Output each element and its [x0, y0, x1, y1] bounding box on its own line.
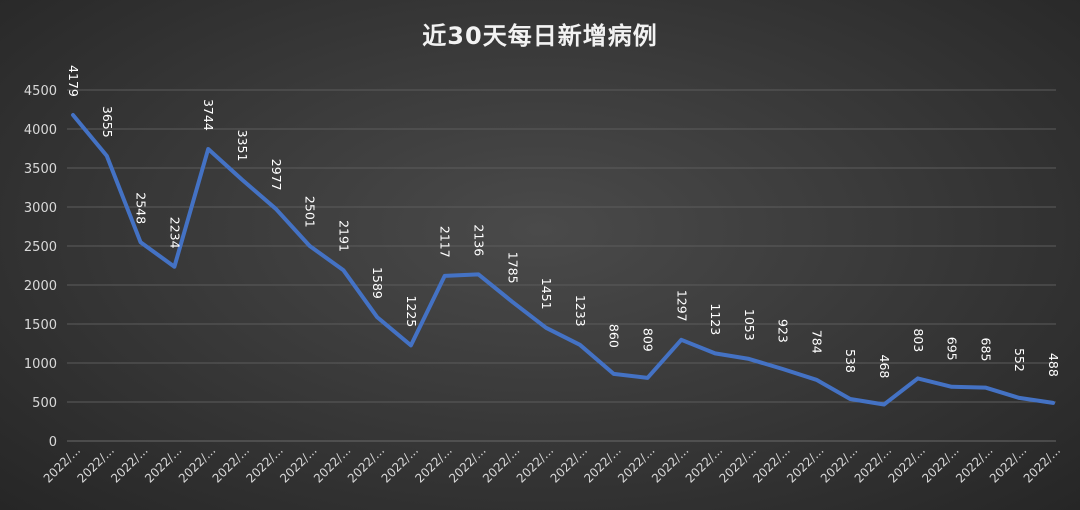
data-label: 1123 — [708, 303, 723, 335]
data-label: 685 — [978, 338, 993, 362]
data-label: 1589 — [370, 267, 385, 299]
data-label: 3351 — [235, 130, 250, 162]
data-label: 2191 — [336, 220, 351, 252]
data-label: 2136 — [472, 224, 487, 256]
y-tick-label: 500 — [32, 396, 57, 411]
data-label: 695 — [945, 337, 960, 361]
y-tick-label: 2000 — [24, 279, 57, 294]
y-tick-label: 4000 — [24, 123, 57, 138]
data-label: 1297 — [674, 290, 689, 322]
x-tick-label: 2022/... — [1021, 443, 1063, 485]
data-label: 809 — [640, 328, 655, 352]
data-label: 2234 — [167, 217, 182, 249]
data-label: 2117 — [438, 226, 453, 258]
data-label: 1451 — [539, 278, 554, 310]
data-label: 2977 — [269, 159, 284, 191]
chart-title: 近30天每日新增病例 — [422, 22, 658, 50]
data-label: 1233 — [573, 295, 588, 327]
y-tick-label: 0 — [49, 435, 57, 450]
data-label: 2548 — [134, 192, 149, 224]
data-label: 1785 — [505, 252, 520, 284]
data-label: 468 — [877, 354, 892, 378]
data-label: 552 — [1012, 348, 1027, 372]
data-label: 2501 — [303, 196, 318, 228]
y-tick-label: 2500 — [24, 240, 57, 255]
data-label: 860 — [607, 324, 622, 348]
y-tick-label: 3000 — [24, 201, 57, 216]
y-tick-label: 4500 — [24, 84, 57, 99]
data-label: 3655 — [100, 106, 115, 138]
data-label: 1225 — [404, 295, 419, 327]
data-label: 4179 — [66, 65, 81, 97]
data-label: 3744 — [201, 99, 216, 131]
data-label: 1053 — [742, 309, 757, 341]
data-label: 784 — [809, 330, 824, 354]
data-label: 538 — [843, 349, 858, 373]
data-label: 923 — [776, 319, 791, 343]
series-line — [71, 113, 1055, 407]
data-label: 488 — [1046, 353, 1061, 377]
y-tick-label: 1500 — [24, 318, 57, 333]
y-tick-label: 1000 — [24, 357, 57, 372]
data-label: 803 — [911, 328, 926, 352]
y-tick-label: 3500 — [24, 162, 57, 177]
